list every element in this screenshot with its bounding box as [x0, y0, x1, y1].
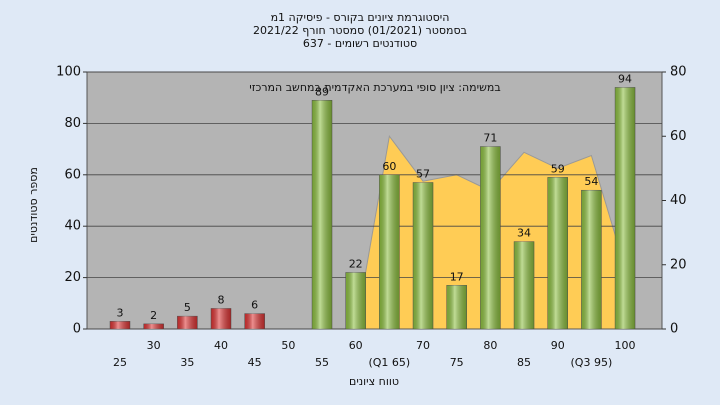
y-tick-label: 0	[73, 322, 81, 337]
annotation: במשימה: ציון סופי במערכת האקדמית במחשב ה…	[249, 81, 500, 94]
bar-shine	[211, 308, 232, 329]
y-tick-label: 20	[64, 270, 81, 285]
x-tick-label: 45	[248, 356, 262, 369]
x-tick-label: (Q3 95)	[571, 356, 613, 369]
bar-shine	[480, 146, 501, 329]
x-tick-label: 75	[450, 356, 464, 369]
value-label: 59	[551, 162, 565, 175]
x-tick-label: 85	[517, 356, 531, 369]
x-tick-label: 70	[416, 339, 430, 352]
y2-tick-label: 40	[670, 193, 687, 208]
value-label: 8	[218, 293, 225, 306]
title: סטודנטים רשומים - 637	[303, 37, 417, 50]
bar-shine	[177, 316, 198, 329]
x-tick-label: 90	[551, 339, 565, 352]
bar-shine	[581, 190, 602, 329]
bar-shine	[110, 321, 130, 329]
y2-tick-label: 20	[670, 257, 687, 272]
title: היסטוגרמת ציונים בקורס - פיסיקה 1מ	[271, 11, 450, 24]
bar-shine	[615, 87, 636, 329]
value-label: 2	[150, 309, 157, 322]
x-tick-label: 40	[214, 339, 228, 352]
bar-shine	[379, 174, 400, 329]
value-label: 54	[584, 175, 598, 188]
value-label: 71	[483, 132, 497, 145]
bar-shine	[244, 313, 265, 329]
x-tick-label: 50	[281, 339, 295, 352]
value-label: 5	[184, 301, 191, 314]
x-tick-label: 100	[615, 339, 636, 352]
x-tick-label: 60	[349, 339, 363, 352]
y-tick-label: 60	[64, 167, 81, 182]
value-label: 89	[315, 85, 329, 98]
x-tick-label: 25	[113, 356, 127, 369]
x-axis-label: טווח ציונים	[349, 375, 399, 388]
y2-tick-label: 0	[670, 322, 678, 337]
bar-shine	[312, 100, 333, 330]
y-tick-label: 80	[64, 116, 81, 131]
bar-shine	[547, 177, 568, 329]
x-tick-label: 35	[180, 356, 194, 369]
bar-shine	[345, 272, 366, 329]
value-label: 34	[517, 227, 531, 240]
bar-shine	[413, 182, 434, 329]
value-label: 6	[251, 299, 258, 312]
bar-shine	[514, 241, 535, 329]
value-label: 60	[382, 160, 396, 173]
value-label: 57	[416, 168, 430, 181]
y2-tick-label: 80	[670, 65, 687, 80]
y-tick-label: 100	[56, 65, 81, 80]
value-label: 22	[349, 257, 363, 270]
y-tick-label: 40	[64, 219, 81, 234]
value-label: 94	[618, 72, 632, 85]
value-label: 17	[450, 270, 464, 283]
x-tick-label: (Q1 65)	[368, 356, 410, 369]
x-tick-label: 80	[483, 339, 497, 352]
x-tick-label: 30	[147, 339, 161, 352]
bar-shine	[143, 323, 164, 329]
y-axis-label: מספר סטודנטים	[27, 167, 40, 243]
value-label: 3	[117, 306, 124, 319]
bar-shine	[446, 285, 467, 329]
x-tick-label: 55	[315, 356, 329, 369]
y2-tick-label: 60	[670, 129, 687, 144]
title: בסמסטר (01/2021) סמסטר חורף 2021/22	[253, 24, 467, 37]
